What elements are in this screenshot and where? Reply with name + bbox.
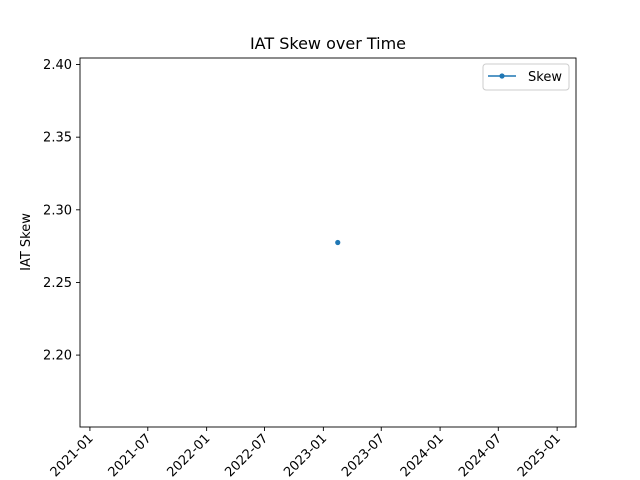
legend: Skew — [482, 63, 570, 91]
plot-series — [335, 239, 341, 246]
plot-area-frame — [79, 57, 577, 428]
y-tick-label: 2.25 — [43, 276, 72, 291]
y-tick-label: 2.35 — [43, 131, 72, 146]
y-tick-label: 2.20 — [43, 349, 72, 364]
chart-title: IAT Skew over Time — [250, 34, 406, 53]
data-point — [335, 239, 341, 246]
legend-label-skew: Skew — [528, 70, 562, 85]
y-tick-label: 2.40 — [43, 58, 72, 73]
legend-box — [482, 63, 570, 91]
y-axis-ticks: 2.20 2.25 2.30 2.35 2.40 — [43, 58, 80, 364]
y-tick-label: 2.30 — [43, 203, 72, 218]
legend-dot-marker — [499, 73, 505, 79]
y-axis-label: IAT Skew — [19, 213, 34, 271]
